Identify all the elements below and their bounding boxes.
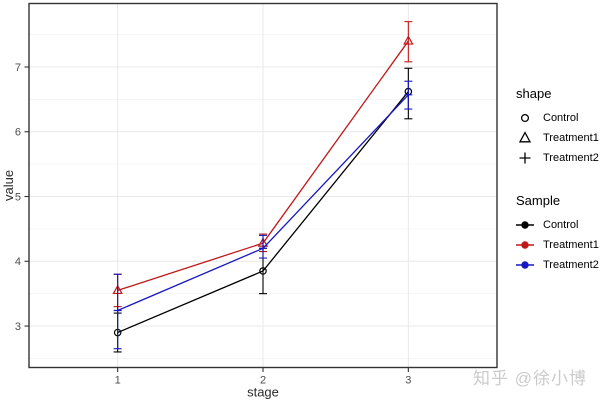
line-dot-key-icon <box>514 256 536 274</box>
watermark: 知乎 @徐小博 <box>473 369 587 388</box>
shape-legend-item-control: Control <box>514 108 599 128</box>
y-tick-label: 5 <box>15 191 21 203</box>
open-circle-icon <box>514 109 536 127</box>
sample-legend-item-treatment2: Treatment2 <box>514 255 599 275</box>
shape-legend-item-treatment1: Treatment1 <box>514 128 599 148</box>
shape-legend-label: Treatment1 <box>543 132 599 144</box>
y-tick-label: 4 <box>15 256 21 268</box>
x-tick-label: 2 <box>260 375 266 387</box>
shape-legend-title: shape <box>516 86 552 101</box>
shape-legend: shape Control Treatment1 Treatment2 <box>514 86 599 168</box>
line-dot-key-icon <box>514 216 536 234</box>
y-tick-label: 6 <box>15 127 21 139</box>
sample-legend-item-control: Control <box>514 215 599 235</box>
sample-legend-item-treatment1: Treatment1 <box>514 235 599 255</box>
x-tick-label: 3 <box>405 375 411 387</box>
line-dot-key-icon <box>514 236 536 254</box>
sample-legend-label: Treatment1 <box>543 239 599 251</box>
open-triangle-icon <box>514 129 536 147</box>
sample-legend: Sample Control Treatment1 <box>514 193 599 275</box>
y-tick-label: 3 <box>15 321 21 333</box>
plus-marker <box>259 244 267 253</box>
plus-marker <box>113 306 122 315</box>
plus-marker <box>404 90 413 99</box>
plus-icon <box>514 149 536 167</box>
triangle-marker <box>403 35 414 45</box>
panel-border <box>28 2 498 369</box>
shape-legend-label: Control <box>543 112 579 124</box>
x-tick-label: 1 <box>115 375 121 387</box>
y-tick-label: 7 <box>15 62 21 74</box>
circle-marker <box>259 267 267 275</box>
sample-legend-label: Control <box>543 219 579 231</box>
x-axis-title: stage <box>247 385 279 400</box>
sample-legend-title: Sample <box>516 193 561 208</box>
shape-legend-label: Treatment2 <box>543 152 599 164</box>
sample-legend-label: Treatment2 <box>543 259 599 271</box>
series-line <box>117 91 409 334</box>
shape-legend-item-treatment2: Treatment2 <box>514 148 599 168</box>
y-axis-title: value <box>1 170 16 201</box>
